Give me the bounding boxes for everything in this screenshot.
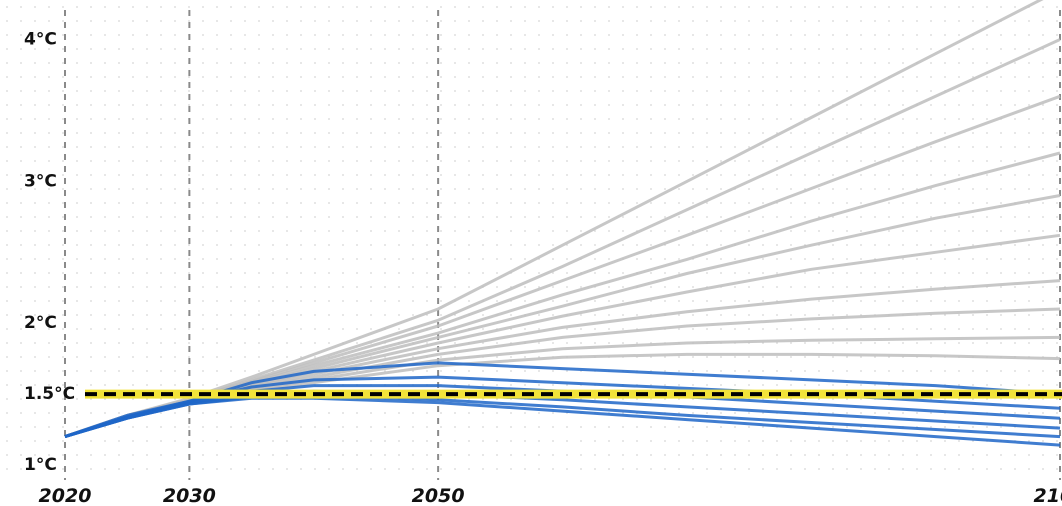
x-tick-label: 2050 bbox=[412, 485, 465, 506]
x-tick-label: 2100 bbox=[1034, 485, 1062, 506]
y-tick-label: 4°C bbox=[24, 30, 57, 50]
y-tick-label: 3°C bbox=[24, 171, 57, 191]
overlay-layer: 2020 2030 2050 2100 1°C 1.5°C 2°C 3°C 4°C bbox=[24, 30, 1062, 506]
y-tick-label: 2°C bbox=[24, 313, 57, 333]
x-tick-label: 2020 bbox=[39, 485, 92, 506]
x-tick-label: 2030 bbox=[163, 485, 216, 506]
scenario-line bbox=[64, 396, 1061, 447]
y-tick-label: 1.5°C bbox=[24, 384, 75, 404]
y-tick-label: 1°C bbox=[24, 455, 57, 475]
lines-layer bbox=[64, 0, 1061, 447]
